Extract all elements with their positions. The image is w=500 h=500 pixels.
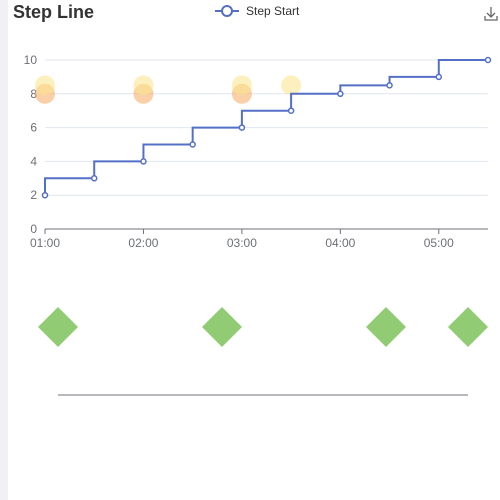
left-panel-strip <box>0 0 8 500</box>
x-tick-label: 01:00 <box>30 236 60 250</box>
x-tick-label: 05:00 <box>424 236 454 250</box>
series-point <box>140 158 147 165</box>
legend-item-step-start[interactable]: Step Start <box>214 3 299 19</box>
legend-label: Step Start <box>246 4 300 18</box>
series-point <box>90 175 98 182</box>
y-tick-label: 2 <box>30 188 37 202</box>
series-line-step-start <box>44 59 488 196</box>
y-tick-label: 8 <box>30 87 37 101</box>
series-point <box>484 56 492 64</box>
scatter-point-yellow <box>133 75 154 96</box>
scatter-point-yellow <box>281 75 302 96</box>
x-tick-label: 03:00 <box>227 236 257 250</box>
series-point <box>386 82 393 89</box>
series-point <box>41 191 49 199</box>
diamond-marker <box>448 307 488 347</box>
scatter-point-yellow <box>35 75 55 96</box>
diamond-marker <box>366 307 406 347</box>
chart-title: Step Line <box>13 2 95 22</box>
series-point <box>435 73 443 81</box>
x-tick-label: 02:00 <box>128 236 158 250</box>
y-tick-label: 0 <box>30 222 37 236</box>
y-tick-label: 10 <box>24 53 38 67</box>
x-tick-label: 04:00 <box>325 236 355 250</box>
scatter-point-yellow <box>231 75 252 96</box>
download-icon[interactable] <box>482 5 500 23</box>
series-point <box>287 107 295 114</box>
diamond-marker <box>202 307 242 347</box>
y-tick-label: 4 <box>30 154 37 168</box>
legend-line-icon <box>215 5 239 17</box>
series-point <box>238 124 246 131</box>
diamond-marker <box>38 307 78 347</box>
series-point <box>337 90 344 98</box>
y-tick-label: 6 <box>30 121 37 135</box>
series-point <box>189 141 196 148</box>
